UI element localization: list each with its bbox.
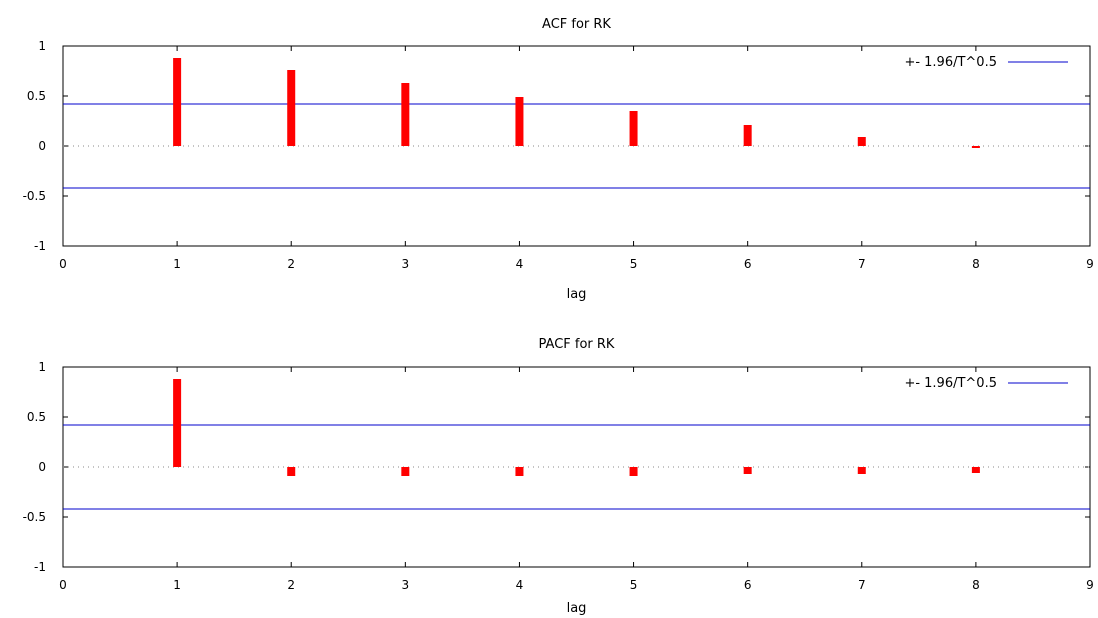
pacf-y-tick-label: 0 [38, 460, 46, 474]
acf-bar [857, 137, 866, 146]
pacf-bar [629, 467, 638, 476]
acf-x-tick-label: 8 [972, 257, 980, 271]
acf-x-tick-label: 3 [402, 257, 410, 271]
pacf-y-tick-label: -1 [34, 560, 46, 574]
pacf-bar [857, 467, 866, 474]
pacf-x-tick-label: 9 [1086, 578, 1094, 592]
acf-y-tick-label: 0.5 [27, 89, 46, 103]
pacf-bar [173, 379, 182, 467]
acf-x-axis-label: lag [567, 287, 587, 302]
acf-x-tick-label: 9 [1086, 257, 1094, 271]
pacf-bar [401, 467, 410, 476]
acf-x-tick-label: 7 [858, 257, 866, 271]
acf-y-tick-label: 0 [38, 139, 46, 153]
pacf-x-tick-label: 1 [173, 578, 181, 592]
pacf-bar [971, 467, 980, 473]
pacf-y-tick-label: 0.5 [27, 410, 46, 424]
pacf-legend-label: +- 1.96/T^0.5 [904, 376, 997, 391]
acf-bar [743, 125, 752, 146]
acf-x-tick-label: 6 [744, 257, 752, 271]
acf-y-tick-label: -1 [34, 239, 46, 253]
pacf-x-tick-label: 7 [858, 578, 866, 592]
acf-x-tick-label: 5 [630, 257, 638, 271]
pacf-x-tick-label: 6 [744, 578, 752, 592]
acf-plot-frame [62, 45, 1091, 247]
pacf-bar [515, 467, 524, 476]
acf-chart-title: ACF for RK [542, 17, 611, 32]
acf-x-tick-label: 0 [59, 257, 67, 271]
acf-y-tick-label: -0.5 [23, 189, 46, 203]
pacf-y-tick-label: 1 [38, 360, 46, 374]
pacf-panel: PACF for RK lag +- 1.96/T^0.5 0 1 2 3 4 5 6 7 8 9… [23, 337, 1094, 616]
acf-bar [515, 97, 524, 146]
pacf-y-tick-label: -0.5 [23, 510, 46, 524]
pacf-bar [287, 467, 296, 476]
acf-bar [629, 111, 638, 146]
pacf-x-tick-label: 0 [59, 578, 67, 592]
acf-bar [401, 83, 410, 146]
pacf-x-tick-label: 5 [630, 578, 638, 592]
pacf-x-tick-label: 3 [402, 578, 410, 592]
acf-bar [971, 146, 980, 148]
pacf-x-axis-label: lag [567, 601, 587, 616]
pacf-x-tick-label: 8 [972, 578, 980, 592]
acf-x-tick-label: 4 [516, 257, 524, 271]
acf-x-tick-label: 1 [173, 257, 181, 271]
pacf-x-tick-label: 4 [516, 578, 524, 592]
pacf-plot-frame [62, 366, 1091, 568]
acf-bar [173, 58, 182, 146]
acf-bar [287, 70, 296, 146]
pacf-bar [743, 467, 752, 474]
acf-panel: ACF for RK lag +- 1.96/T^0.5 0 1 2 3 4 5 6 7 8 9 1… [23, 17, 1094, 302]
pacf-chart-title: PACF for RK [539, 337, 615, 352]
acf-legend-label: +- 1.96/T^0.5 [904, 55, 997, 70]
acf-y-tick-label: 1 [38, 39, 46, 53]
acf-x-tick-label: 2 [287, 257, 295, 271]
pacf-x-tick-label: 2 [287, 578, 295, 592]
